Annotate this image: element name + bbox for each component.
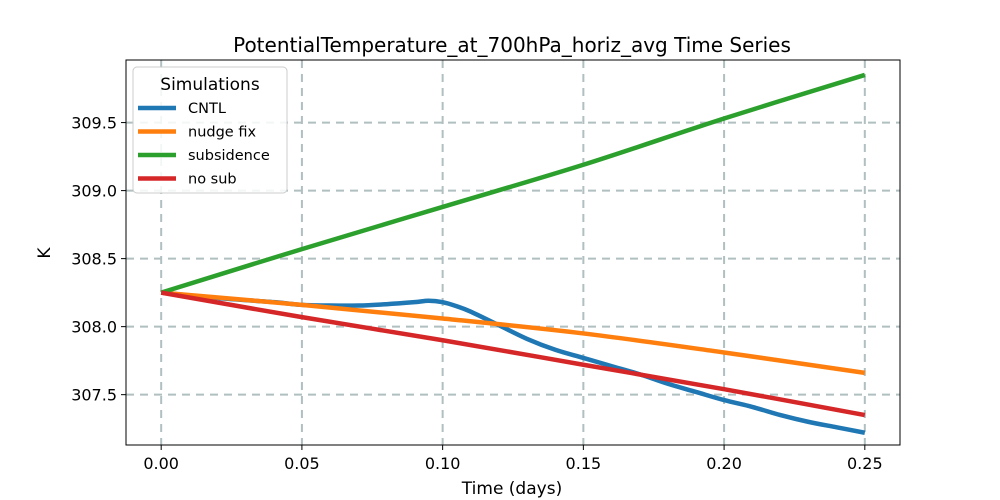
x-tick-label: 0.10	[425, 454, 461, 473]
x-tick-label: 0.25	[847, 454, 883, 473]
y-tick-label: 308.0	[71, 318, 117, 337]
series-lines	[160, 72, 866, 435]
x-tick-label: 0.15	[566, 454, 602, 473]
y-tick-label: 309.5	[71, 114, 117, 133]
x-tick-label: 0.00	[143, 454, 179, 473]
y-axis-ticks: 307.5 308.0 308.5 309.0 309.5	[71, 114, 126, 405]
y-tick-label: 307.5	[71, 386, 117, 405]
legend-label: CNTL	[188, 101, 226, 117]
series-line-nudge-fix	[160, 290, 866, 376]
legend-label: nudge fix	[188, 125, 256, 141]
legend-label: subsidence	[188, 148, 270, 164]
legend-box	[132, 66, 288, 194]
legend: Simulations CNTL nudge fix subsidence no su…	[132, 66, 288, 194]
plot-frame	[125, 59, 901, 446]
legend-entries: CNTL nudge fix subsidence no sub	[138, 101, 270, 188]
legend-entry-cntl: CNTL	[138, 101, 226, 117]
y-axis-label: K	[35, 247, 55, 259]
legend-entry-subsidence: subsidence	[138, 148, 270, 164]
legend-title: Simulations	[160, 75, 260, 95]
x-tick-label: 0.20	[706, 454, 742, 473]
series-line-subsidence	[160, 72, 866, 295]
series-line-no-sub	[160, 290, 866, 418]
y-tick-label: 308.5	[71, 250, 117, 269]
chart-title: PotentialTemperature_at_700hPa_horiz_avg…	[233, 33, 791, 57]
y-tick-label: 309.0	[71, 182, 117, 201]
legend-entry-nudge-fix: nudge fix	[138, 125, 256, 141]
x-axis-label: Time (days)	[461, 479, 562, 499]
x-axis-ticks: 0.00 0.05 0.10 0.15 0.20 0.25	[143, 445, 883, 473]
legend-label: no sub	[188, 172, 237, 188]
x-tick-label: 0.05	[284, 454, 320, 473]
legend-entry-no-sub: no sub	[138, 172, 237, 188]
